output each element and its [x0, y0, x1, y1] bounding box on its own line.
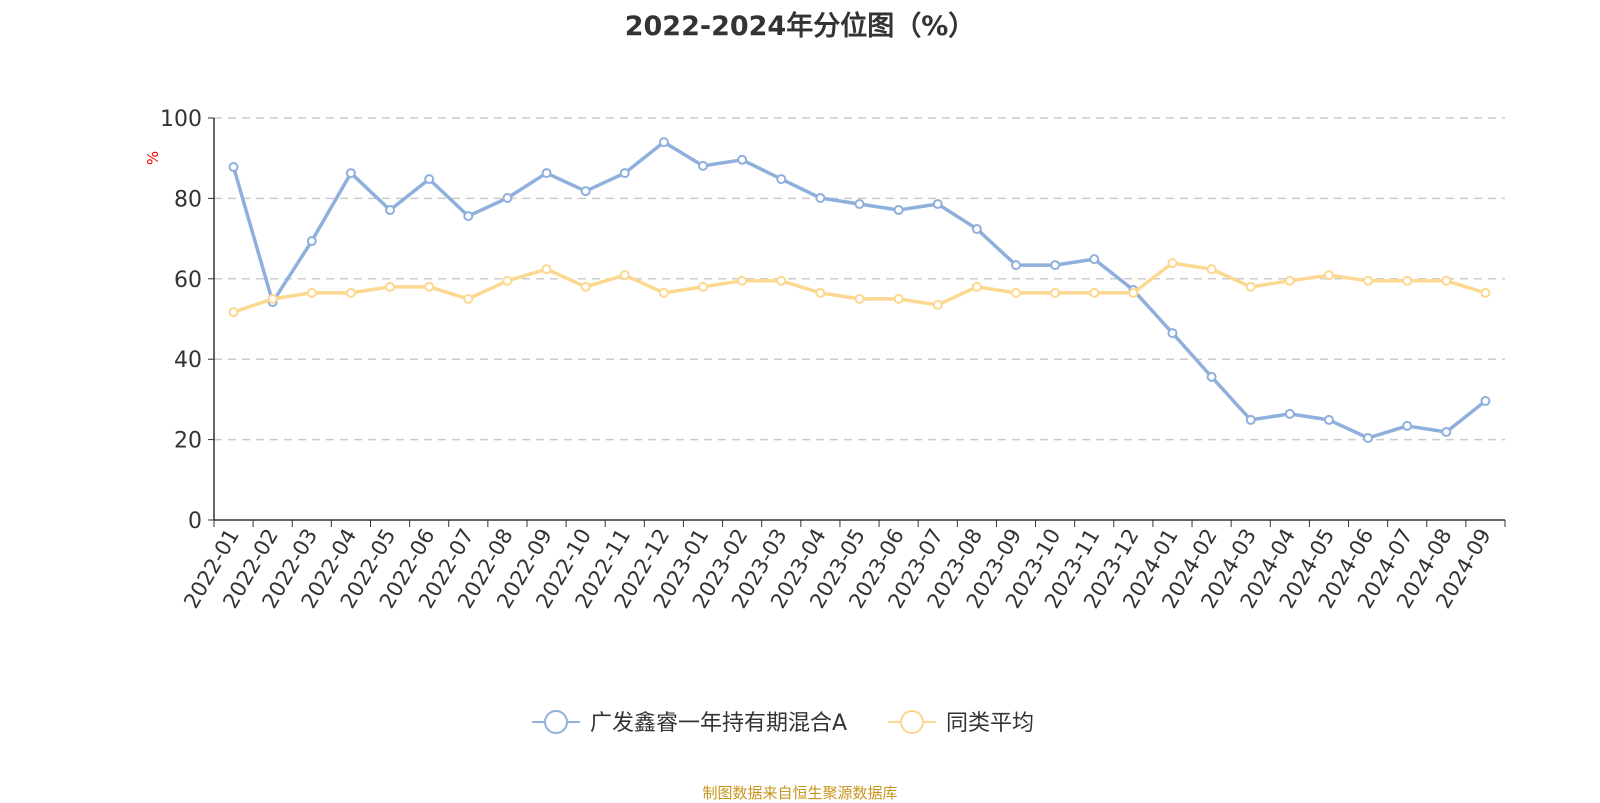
data-point [1010, 287, 1021, 298]
y-tick-label: 20 [174, 429, 202, 454]
data-point [932, 299, 943, 310]
data-point [1441, 275, 1452, 286]
y-tick-label: 60 [174, 268, 202, 293]
data-point [424, 281, 435, 292]
source-note: 制图数据来自恒生聚源数据库 [702, 784, 898, 802]
data-point [1167, 258, 1178, 269]
data-point [345, 287, 356, 298]
data-point [1050, 260, 1061, 271]
data-point [345, 168, 356, 179]
data-point [698, 281, 709, 292]
data-point [541, 264, 552, 275]
series-line [231, 140, 1487, 440]
data-point [893, 205, 904, 216]
data-point [1402, 420, 1413, 431]
data-point [1050, 287, 1061, 298]
data-point [1363, 275, 1374, 286]
data-point [1323, 414, 1334, 425]
chart-title: 2022-2024年分位图（%） [624, 11, 976, 42]
data-point [619, 168, 630, 179]
data-point [267, 293, 278, 304]
legend-marker [900, 710, 924, 734]
data-point [1284, 275, 1295, 286]
data-point [306, 287, 317, 298]
data-point [1363, 432, 1374, 443]
legend-item: 同类平均 [888, 710, 1034, 736]
y-tick-label: 40 [174, 348, 202, 373]
y-tick-label: 100 [160, 107, 202, 132]
y-tick-label: 0 [188, 509, 202, 534]
data-point [1010, 260, 1021, 271]
data-point [541, 168, 552, 179]
data-point [228, 307, 239, 318]
data-point [463, 211, 474, 222]
data-point [1284, 408, 1295, 419]
legend-item: 广发鑫睿一年持有期混合A [532, 710, 847, 736]
data-point [815, 192, 826, 203]
series-line [232, 261, 1486, 314]
series-1 [228, 258, 1491, 318]
data-point [619, 270, 630, 281]
data-point [776, 174, 787, 185]
data-point [1206, 371, 1217, 382]
data-point [1245, 281, 1256, 292]
data-point [971, 223, 982, 234]
data-point [1480, 396, 1491, 407]
data-point [737, 275, 748, 286]
data-point [1323, 270, 1334, 281]
data-point [424, 174, 435, 185]
data-point [893, 293, 904, 304]
data-point [1441, 426, 1452, 437]
data-point [580, 281, 591, 292]
data-point [815, 287, 826, 298]
data-point [1167, 328, 1178, 339]
data-point [737, 154, 748, 165]
y-tick-label: 80 [174, 187, 202, 212]
data-point [854, 199, 865, 210]
legend-marker [544, 710, 568, 734]
data-point [463, 293, 474, 304]
data-point [1245, 414, 1256, 425]
data-point [580, 186, 591, 197]
data-point [854, 293, 865, 304]
y-axis-label: % [144, 151, 162, 165]
data-point [1089, 287, 1100, 298]
data-point [776, 275, 787, 286]
data-point [658, 287, 669, 298]
data-point [228, 162, 239, 173]
data-point [971, 281, 982, 292]
data-point [932, 199, 943, 210]
data-point [698, 160, 709, 171]
data-point [502, 275, 513, 286]
data-point [1402, 275, 1413, 286]
series-0 [228, 137, 1491, 443]
data-point [306, 236, 317, 247]
legend-label: 同类平均 [946, 711, 1034, 736]
data-point [1089, 254, 1100, 265]
legend-label: 广发鑫睿一年持有期混合A [590, 711, 847, 736]
data-point [1128, 287, 1139, 298]
data-point [385, 205, 396, 216]
data-point [1206, 264, 1217, 275]
data-point [502, 192, 513, 203]
data-point [1480, 287, 1491, 298]
data-point [385, 281, 396, 292]
data-point [658, 137, 669, 148]
